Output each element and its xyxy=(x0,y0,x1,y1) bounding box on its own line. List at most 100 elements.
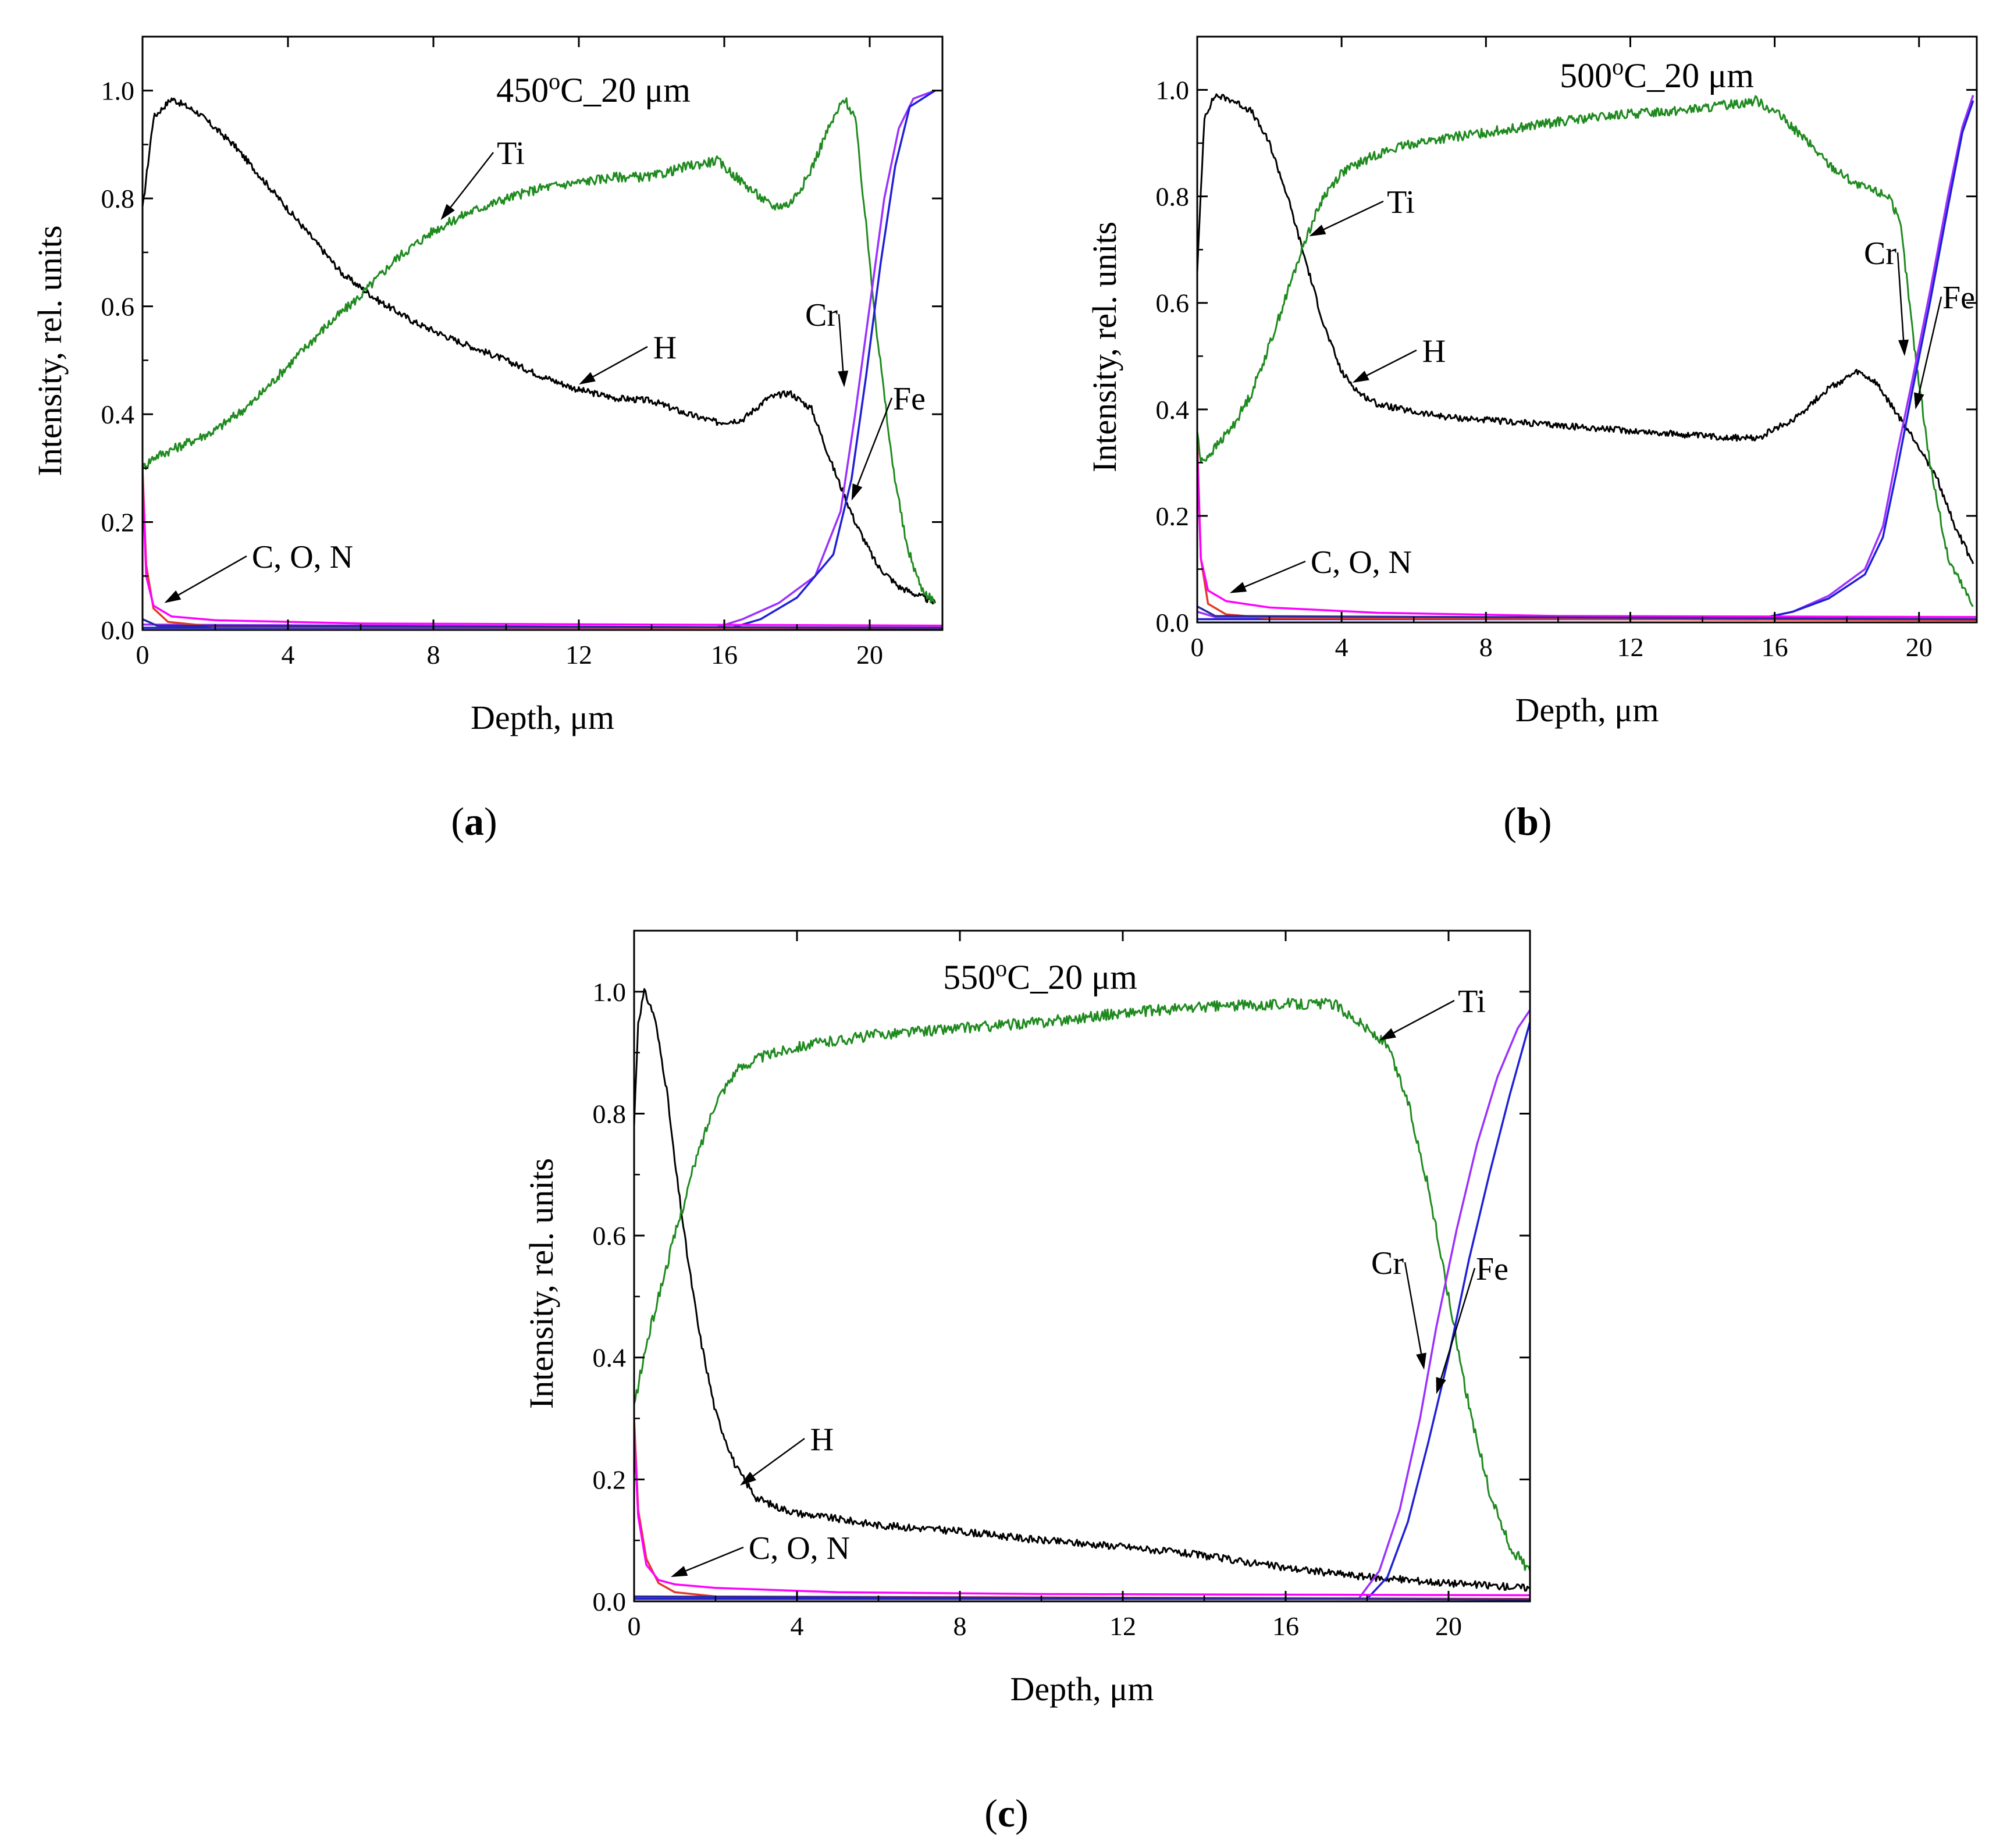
annotation-h: H xyxy=(653,330,677,366)
title-rest: C_20 μm xyxy=(1007,958,1137,996)
series-line-n xyxy=(634,1595,1530,1601)
series-line-ti xyxy=(634,998,1530,1572)
panel-label-c: (c) xyxy=(984,1791,1029,1835)
y-tick-label: 0.6 xyxy=(1156,289,1190,318)
annotation-arrow-head xyxy=(440,204,455,220)
y-tick-label: 0.0 xyxy=(101,615,135,645)
series-line-h xyxy=(1197,93,1974,564)
series-line-o xyxy=(1197,452,1977,618)
y-tick-label: 0.2 xyxy=(101,508,135,537)
annotation-con: C, O, N xyxy=(1311,544,1412,581)
annotation-arrow-head xyxy=(838,371,849,387)
chart-panel-c: 0 4 8 12 16 20 0.0 0.2 0.4 0.6 0.8 1.0 Depth, μm Inte… xyxy=(522,930,1531,1708)
annotation-con: C, O, N xyxy=(749,1530,850,1566)
x-tick-label: 0 xyxy=(628,1611,641,1641)
x-tick-label: 16 xyxy=(1762,632,1788,662)
title-rest: C_20 μm xyxy=(1624,56,1754,95)
annotation-cr: Cr xyxy=(1864,236,1896,272)
annotation-arrow-head xyxy=(1898,339,1909,357)
series-line-n xyxy=(1197,605,1977,621)
y-tick-label: 0.6 xyxy=(101,292,135,322)
panel-label-b: (b) xyxy=(1503,799,1552,843)
annotation-arrow-line xyxy=(749,1437,805,1480)
chart-title: 550oC_20 μm xyxy=(943,955,1137,996)
y-tick-label: 0.4 xyxy=(101,400,135,429)
x-tick-label: 16 xyxy=(711,640,738,670)
x-axis-label: Depth, μm xyxy=(1010,1670,1154,1708)
y-tick-label: 0.4 xyxy=(593,1343,627,1373)
series-line-fe xyxy=(143,90,936,629)
x-tick-label: 12 xyxy=(565,640,592,670)
x-axis-label: Depth, μm xyxy=(471,699,614,736)
annotation-arrow-head xyxy=(671,1566,688,1578)
annotation-arrow-line xyxy=(447,152,494,212)
annotation-arrow-head xyxy=(1352,371,1369,383)
chart-panel-a: 0 4 8 12 16 20 0.0 0.2 0.4 0.6 0.8 1.0 Depth, μm Inte… xyxy=(31,35,944,736)
series-line-n xyxy=(143,618,942,629)
annotation-arrow-head xyxy=(1914,392,1924,410)
annotation-arrow-head xyxy=(164,590,182,603)
annotation-arrow-head xyxy=(579,372,596,385)
panel-label-a: (a) xyxy=(451,799,497,843)
y-tick-label: 0.0 xyxy=(593,1587,627,1616)
annotation-arrow-line xyxy=(1439,1267,1476,1383)
annotation-ti: Ti xyxy=(1387,184,1415,220)
annotation-ti: Ti xyxy=(1458,984,1486,1020)
series-line-cr xyxy=(1197,95,1974,621)
y-tick-label: 0.6 xyxy=(593,1221,627,1251)
x-tick-label: 12 xyxy=(1617,632,1643,662)
annotation-arrow-line xyxy=(174,555,247,598)
annotation-h: H xyxy=(810,1422,834,1458)
x-tick-label: 12 xyxy=(1109,1611,1136,1641)
annotation-arrow-line xyxy=(1240,560,1306,590)
title-temp: 500 xyxy=(1560,56,1612,95)
title-degree: o xyxy=(995,955,1007,981)
x-tick-label: 8 xyxy=(1479,632,1493,662)
title-rest: C_20 μm xyxy=(560,71,691,109)
x-tick-label: 0 xyxy=(136,640,150,670)
x-tick-label: 20 xyxy=(856,640,883,670)
annotation-arrow-head xyxy=(1379,1028,1396,1041)
title-temp: 450 xyxy=(496,71,549,109)
y-axis-label: Intensity, rel. units xyxy=(31,225,69,476)
x-tick-label: 16 xyxy=(1272,1611,1299,1641)
annotation-arrow-head xyxy=(851,483,863,501)
plot-frame xyxy=(141,35,944,631)
annotation-cr: Cr xyxy=(805,297,838,333)
annotation-h: H xyxy=(1422,333,1446,369)
series-line-ti xyxy=(143,97,935,604)
annotation-arrow-line xyxy=(681,1546,744,1573)
annotation-arrow-head xyxy=(1416,1352,1426,1370)
annotation-arrow-line xyxy=(1319,200,1384,232)
annotation-arrow-head xyxy=(1436,1377,1446,1394)
x-tick-label: 4 xyxy=(282,640,295,670)
x-tick-label: 8 xyxy=(953,1611,967,1641)
y-tick-label: 0.2 xyxy=(593,1465,627,1494)
x-tick-label: 20 xyxy=(1435,1611,1462,1641)
series-line-fe xyxy=(1197,100,1974,621)
title-temp: 550 xyxy=(943,958,995,996)
annotation-arrow-head xyxy=(1309,225,1326,237)
series-line-cr xyxy=(143,90,936,629)
x-tick-label: 20 xyxy=(1906,632,1933,662)
y-tick-label: 0.8 xyxy=(593,1099,627,1128)
series-line-fe xyxy=(634,1021,1530,1600)
y-tick-label: 0.8 xyxy=(1156,182,1190,212)
annotation-arrow-line xyxy=(1404,1262,1423,1359)
annotation-arrow-line xyxy=(855,397,893,490)
title-degree: o xyxy=(1612,54,1624,80)
series-group xyxy=(634,988,1530,1601)
annotation-ti: Ti xyxy=(497,136,525,172)
annotation-arrow-line xyxy=(838,314,845,376)
y-tick-label: 0.8 xyxy=(101,184,135,213)
y-tick-label: 0.0 xyxy=(1156,608,1190,638)
series-line-h xyxy=(634,988,1530,1592)
series-line-c xyxy=(1197,441,1977,622)
series-line-c xyxy=(634,1418,1530,1600)
plot-frame xyxy=(633,930,1531,1603)
y-tick-label: 1.0 xyxy=(593,977,627,1007)
annotation-fe: Fe xyxy=(1476,1251,1508,1287)
chart-title: 450oC_20 μm xyxy=(496,68,691,109)
chart-panel-b: 0 4 8 12 16 20 0.0 0.2 0.4 0.6 0.8 1.0 Depth, μm Inte… xyxy=(1086,35,1978,729)
